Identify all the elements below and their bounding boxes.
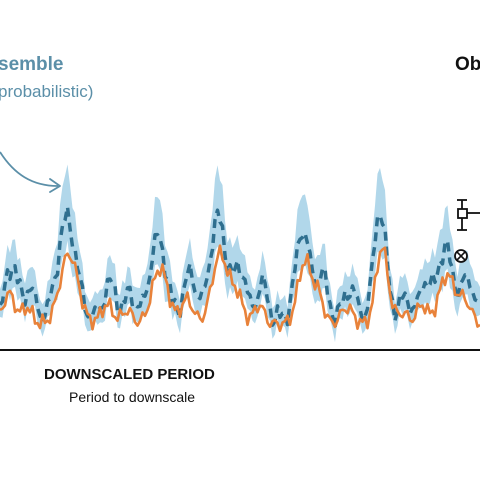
ensemble-title: semble: [0, 54, 64, 75]
ensemble-spread-band: [0, 164, 480, 343]
boxplot-marker-icon: [457, 199, 480, 231]
downscaled-period-title: DOWNSCALED PERIOD: [44, 366, 215, 383]
curved-arrow-icon: [0, 151, 61, 193]
downscaled-period-subtitle: Period to downscale: [69, 389, 196, 405]
ensemble-subtitle: probabilistic): [0, 82, 94, 101]
observations-title: Ob: [455, 54, 480, 75]
observed-series-line: [0, 244, 480, 333]
circled-cross-icon: [454, 249, 468, 263]
